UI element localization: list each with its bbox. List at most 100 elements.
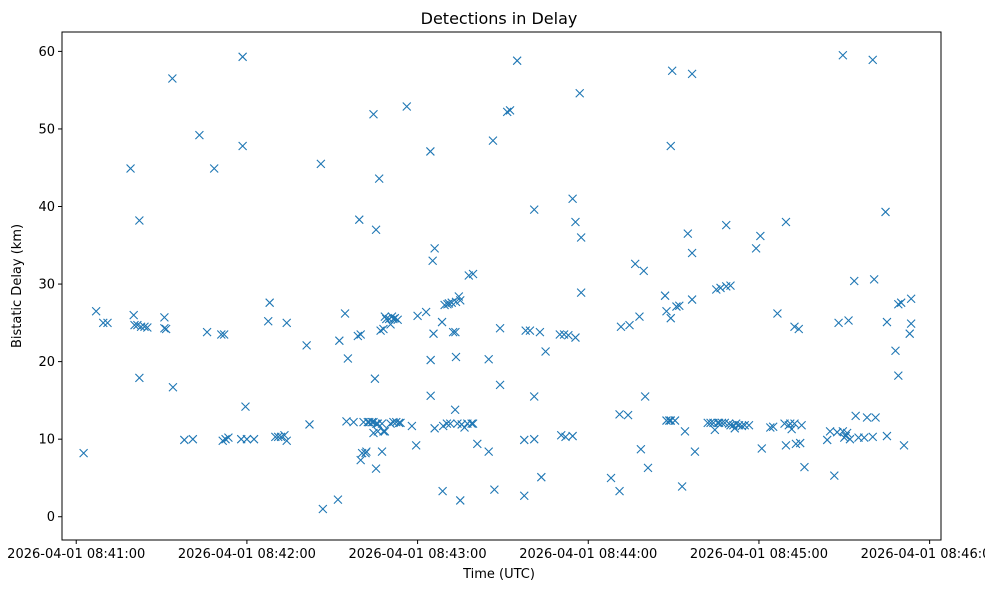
x-axis: 2026-04-01 08:41:00 2026-04-01 08:42:00 20… <box>7 540 985 562</box>
data-point <box>437 317 447 327</box>
data-point <box>238 141 248 151</box>
data-point <box>561 432 570 442</box>
data-point <box>568 194 578 204</box>
data-point <box>755 231 765 241</box>
data-point <box>662 416 671 425</box>
data-point <box>468 419 478 429</box>
data-point <box>495 380 505 390</box>
data-point <box>868 55 878 65</box>
data-point <box>455 295 465 305</box>
data-point <box>687 69 697 79</box>
data-point <box>280 430 289 440</box>
data-point <box>467 419 477 429</box>
data-point <box>302 340 312 350</box>
data-point <box>666 313 676 323</box>
data-point <box>430 243 440 253</box>
x-tick-label: 2026-04-01 08:41:00 <box>7 547 145 562</box>
data-point <box>356 330 366 339</box>
data-point <box>896 298 906 308</box>
data-point <box>379 427 388 436</box>
data-point <box>448 327 458 337</box>
data-point <box>168 382 178 392</box>
y-tick-label: 60 <box>38 45 55 60</box>
data-point <box>333 495 343 505</box>
data-point <box>265 298 275 308</box>
data-point <box>662 306 671 316</box>
data-point <box>535 327 545 337</box>
data-point <box>489 485 499 494</box>
data-point <box>773 309 782 318</box>
data-point <box>364 417 374 427</box>
data-point <box>377 419 387 429</box>
data-point <box>402 102 412 111</box>
x-tick-label: 2026-04-01 08:46:00 <box>861 547 985 562</box>
data-point <box>451 352 461 362</box>
data-point <box>450 405 460 415</box>
data-point <box>893 299 903 309</box>
data-point <box>445 419 455 429</box>
data-point <box>630 259 640 269</box>
data-point <box>575 88 585 98</box>
data-point <box>126 164 135 173</box>
data-point <box>893 371 903 380</box>
data-point <box>167 74 177 83</box>
y-tick-label: 50 <box>38 122 55 137</box>
data-point <box>822 435 832 445</box>
data-point <box>841 431 851 441</box>
data-point <box>411 440 421 450</box>
data-point <box>426 391 436 401</box>
data-point <box>790 322 799 332</box>
data-point <box>429 329 438 339</box>
data-point <box>606 473 616 483</box>
data-point <box>361 447 371 456</box>
data-point <box>188 434 198 444</box>
data-point <box>790 419 799 429</box>
data-point <box>160 313 169 322</box>
data-point <box>373 419 383 429</box>
data-point <box>529 392 539 401</box>
data-point <box>376 326 385 335</box>
data-point <box>282 436 292 446</box>
data-point <box>721 220 731 230</box>
data-point <box>905 329 915 339</box>
y-tick-label: 20 <box>38 355 55 370</box>
data-point <box>98 318 108 328</box>
data-point <box>394 418 404 428</box>
data-point <box>305 420 314 429</box>
x-axis-label: Time (UTC) <box>462 567 535 582</box>
data-point <box>413 311 422 321</box>
data-point <box>354 215 364 225</box>
data-point <box>91 306 101 316</box>
data-point <box>396 418 405 428</box>
y-tick-label: 10 <box>38 433 55 448</box>
data-point <box>282 318 292 328</box>
data-point <box>680 427 690 436</box>
data-point <box>862 413 872 422</box>
data-point <box>242 434 252 444</box>
data-point <box>744 420 754 430</box>
data-point <box>891 346 900 356</box>
data-point <box>706 418 715 428</box>
data-point <box>455 496 465 505</box>
data-point <box>672 302 681 311</box>
data-point <box>795 438 805 448</box>
data-point <box>541 347 550 356</box>
data-point <box>529 205 539 214</box>
data-point <box>906 319 916 329</box>
data-point <box>625 320 634 330</box>
data-point <box>666 416 676 425</box>
data-point <box>521 326 531 335</box>
data-point <box>134 216 144 225</box>
data-point <box>871 413 880 422</box>
data-point <box>219 330 229 339</box>
data-point <box>249 434 259 444</box>
data-point <box>881 207 890 217</box>
data-point <box>765 423 775 432</box>
data-point <box>451 327 460 337</box>
data-point <box>393 315 403 325</box>
data-point <box>757 444 767 453</box>
data-point <box>751 243 761 253</box>
data-point <box>316 159 326 169</box>
data-point <box>179 435 189 445</box>
